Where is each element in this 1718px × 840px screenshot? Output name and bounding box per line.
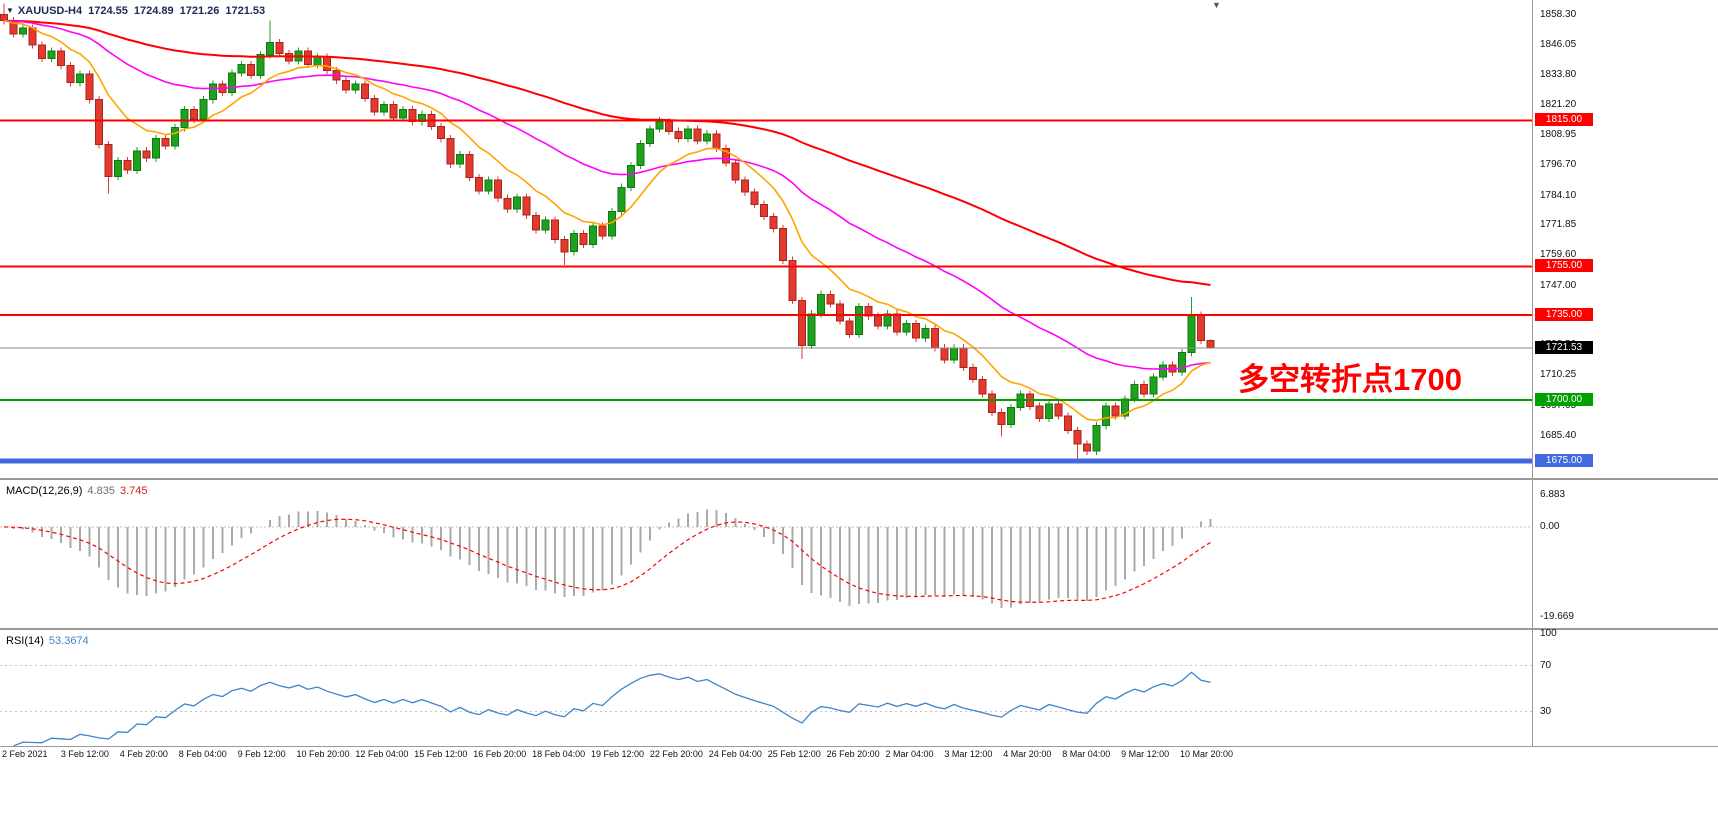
level-price-box-1815.00: 1815.00 — [1535, 113, 1593, 127]
time-tick-9-Mar-12-00: 9 Mar 12:00 — [1121, 749, 1170, 759]
ohlc-low-value: 1721.26 — [179, 5, 220, 17]
price-tick-1759.60: 1759.60 — [1540, 249, 1577, 261]
rsi-line — [13, 671, 1211, 746]
rsi-canvas[interactable] — [0, 631, 1532, 746]
level-price-box-1700.00: 1700.00 — [1535, 393, 1593, 407]
time-tick-19-Feb-12-00: 19 Feb 12:00 — [591, 749, 645, 759]
macd-canvas[interactable] — [0, 481, 1532, 628]
price-tick-1685.40: 1685.40 — [1540, 429, 1577, 441]
macd-tick-6.883: 6.883 — [1540, 489, 1566, 501]
ohlc-high-value: 1724.89 — [133, 5, 174, 17]
symbol-timeframe-label: XAUUSD-H4 — [17, 5, 83, 17]
time-tick-18-Feb-04-00: 18 Feb 04:00 — [532, 749, 586, 759]
ma-fast-line — [3, 19, 1211, 422]
time-tick-3-Mar-12-00: 3 Mar 12:00 — [944, 749, 993, 759]
price-chart-canvas[interactable] — [0, 0, 1532, 478]
time-tick-25-Feb-12-00: 25 Feb 12:00 — [767, 749, 821, 759]
time-tick-16-Feb-20-00: 16 Feb 20:00 — [473, 749, 527, 759]
price-tick-1833.80: 1833.80 — [1540, 68, 1577, 80]
price-tick-1846.05: 1846.05 — [1540, 38, 1577, 50]
time-tick-15-Feb-12-00: 15 Feb 12:00 — [414, 749, 468, 759]
time-tick-2-Feb-2021: 2 Feb 2021 — [2, 749, 48, 759]
time-tick-10-Feb-20-00: 10 Feb 20:00 — [296, 749, 350, 759]
ohlc-open-value: 1724.55 — [88, 5, 128, 17]
price-tick-1858.30: 1858.30 — [1540, 9, 1577, 21]
macd-histogram — [12, 509, 1212, 608]
macd-indicator-label: MACD(12,26,9) 4.835 3.745 — [6, 485, 152, 497]
annotation-text[interactable]: 多空转折点1700 — [1238, 362, 1462, 397]
rsi-name: RSI(14) — [6, 635, 44, 647]
macd-signal-value: 3.745 — [119, 485, 148, 497]
time-tick-10-Mar-20-00: 10 Mar 20:00 — [1180, 749, 1234, 759]
time-tick-26-Feb-20-00: 26 Feb 20:00 — [826, 749, 880, 759]
time-tick-9-Feb-12-00: 9 Feb 12:00 — [237, 749, 286, 759]
rsi-value: 53.3674 — [48, 635, 89, 647]
time-tick-4-Feb-20-00: 4 Feb 20:00 — [119, 749, 168, 759]
time-tick-22-Feb-20-00: 22 Feb 20:00 — [649, 749, 703, 759]
chart-shift-marker-icon: ▼ — [1212, 0, 1221, 10]
time-tick-2-Mar-04-00: 2 Mar 04:00 — [885, 749, 934, 759]
time-axis[interactable]: 2 Feb 2021 3 Feb 12:00 4 Feb 20:00 8 Feb 04… — [0, 749, 1718, 763]
time-tick-24-Feb-04-00: 24 Feb 04:00 — [708, 749, 762, 759]
price-tick-1771.85: 1771.85 — [1540, 219, 1577, 231]
ohlc-close-value: 1721.53 — [225, 5, 266, 17]
macd-tick--19.669: -19.669 — [1540, 611, 1574, 623]
macd-tick-0.00: 0.00 — [1540, 520, 1560, 532]
rsi-tick-100: 100 — [1540, 628, 1557, 640]
time-tick-3-Feb-12-00: 3 Feb 12:00 — [60, 749, 109, 759]
ma-mid-line — [3, 19, 1211, 370]
price-tick-1710.25: 1710.25 — [1540, 369, 1577, 381]
time-tick-4-Mar-20-00: 4 Mar 20:00 — [1003, 749, 1052, 759]
ma-slow-line — [3, 19, 1211, 286]
rsi-tick-70: 70 — [1540, 659, 1552, 671]
time-tick-8-Feb-04-00: 8 Feb 04:00 — [178, 749, 227, 759]
price-axis-separator — [1532, 0, 1533, 747]
panel-separator[interactable] — [0, 478, 1718, 480]
macd-main-value: 4.835 — [87, 485, 115, 497]
time-axis-line — [0, 746, 1718, 747]
ohlc-header: ▼ XAUUSD-H4 1724.55 1724.89 1721.26 1721.53 — [6, 5, 271, 17]
time-tick-12-Feb-04-00: 12 Feb 04:00 — [355, 749, 409, 759]
current-price-box: 1721.53 — [1535, 340, 1593, 354]
time-tick-8-Mar-04-00: 8 Mar 04:00 — [1062, 749, 1111, 759]
level-price-box-1735.00: 1735.00 — [1535, 308, 1593, 322]
macd-name: MACD(12,26,9) — [6, 485, 83, 497]
moving-averages-layer — [3, 19, 1211, 422]
one-click-trading-toggle-icon[interactable]: ▼ — [6, 6, 14, 15]
level-price-box-1675.00: 1675.00 — [1535, 453, 1593, 467]
price-tick-1821.20: 1821.20 — [1540, 99, 1577, 111]
price-tick-1808.95: 1808.95 — [1540, 129, 1577, 141]
panel-separator[interactable] — [0, 628, 1718, 630]
price-tick-1747.00: 1747.00 — [1540, 279, 1577, 291]
rsi-indicator-label: RSI(14) 53.3674 — [6, 635, 94, 647]
horizontal-levels-layer — [0, 119, 1532, 464]
price-axis[interactable]: 1858.30 1846.05 1833.80 1821.20 1808.95 1796.… — [1533, 0, 1718, 747]
rsi-tick-30: 30 — [1540, 705, 1552, 717]
price-tick-1784.10: 1784.10 — [1540, 189, 1577, 201]
candles-layer — [0, 3, 1215, 459]
level-price-box-1755.00: 1755.00 — [1535, 259, 1593, 273]
price-tick-1796.70: 1796.70 — [1540, 158, 1577, 170]
